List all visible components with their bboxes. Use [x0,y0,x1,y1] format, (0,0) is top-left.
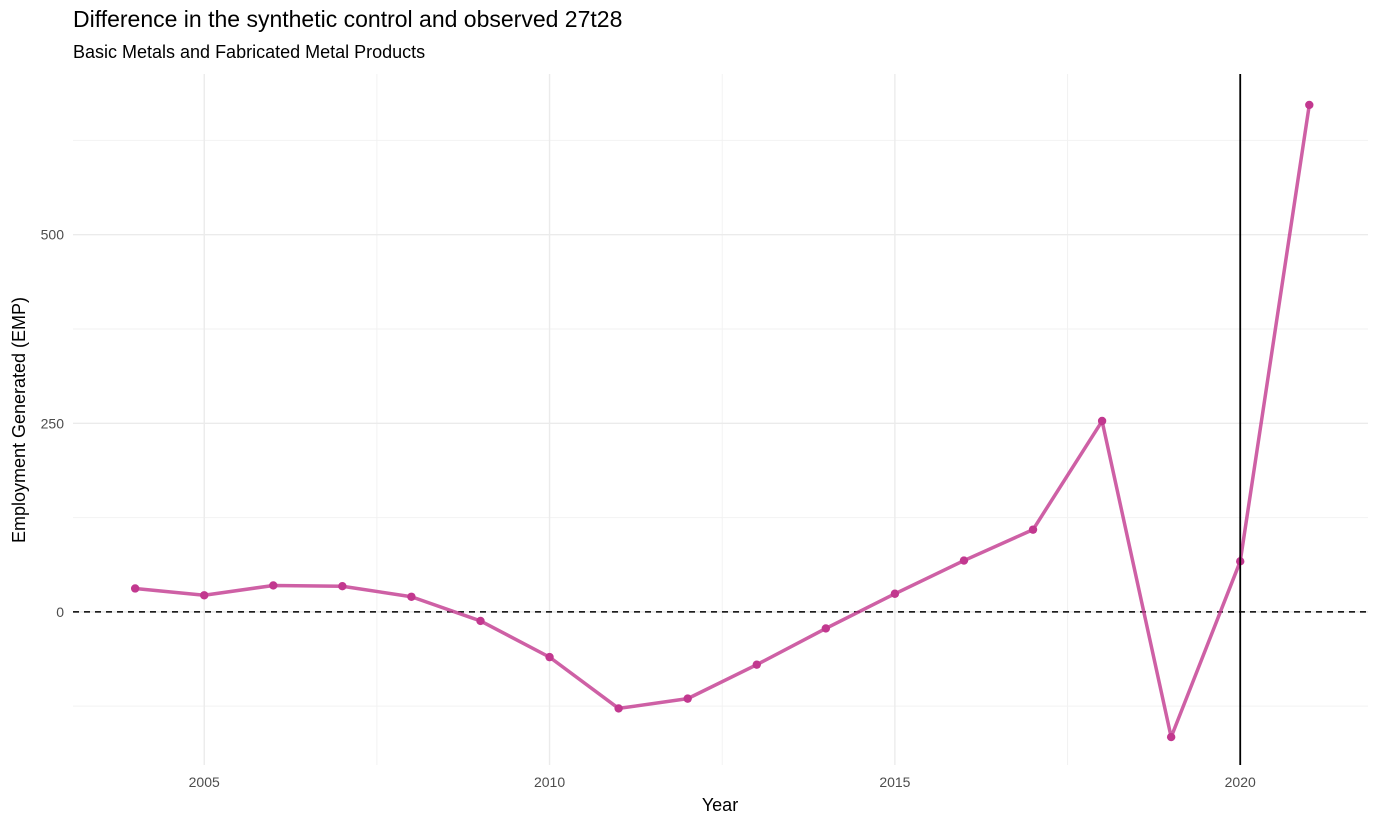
x-tick-label: 2010 [534,774,565,790]
major-gridlines [73,74,1368,765]
series-layer [130,74,1314,765]
data-point [1028,525,1038,534]
data-point [545,652,554,662]
y-tick-label: 0 [56,604,64,620]
data-point [821,624,831,633]
data-point [1166,732,1176,742]
series-line [134,104,1312,739]
data-point [476,616,485,626]
data-point [1305,100,1314,110]
chart-subtitle: Basic Metals and Fabricated Metal Produc… [73,42,426,62]
data-point [890,589,900,598]
data-point [1097,416,1107,426]
data-point [130,584,140,593]
data-point [338,582,347,591]
chart-title: Difference in the synthetic control and … [73,6,623,32]
y-tick-label: 250 [41,415,65,431]
x-tick-label: 2015 [879,774,910,790]
x-axis-ticks: 2005 2010 2015 2020 [189,774,1256,790]
x-tick-label: 2005 [189,774,220,790]
x-axis-title: Year [702,795,738,815]
data-point [269,581,278,590]
y-tick-label: 500 [41,227,65,243]
data-point [614,704,623,713]
data-point [407,592,416,601]
x-tick-label: 2020 [1225,774,1256,790]
data-point [752,660,761,669]
y-axis-title: Employment Generated (EMP) [9,297,29,543]
data-point [683,694,692,703]
y-axis-ticks: 0 250 500 [41,227,65,620]
data-point [200,591,209,600]
minor-gridlines [73,74,1368,765]
data-point [959,556,969,565]
